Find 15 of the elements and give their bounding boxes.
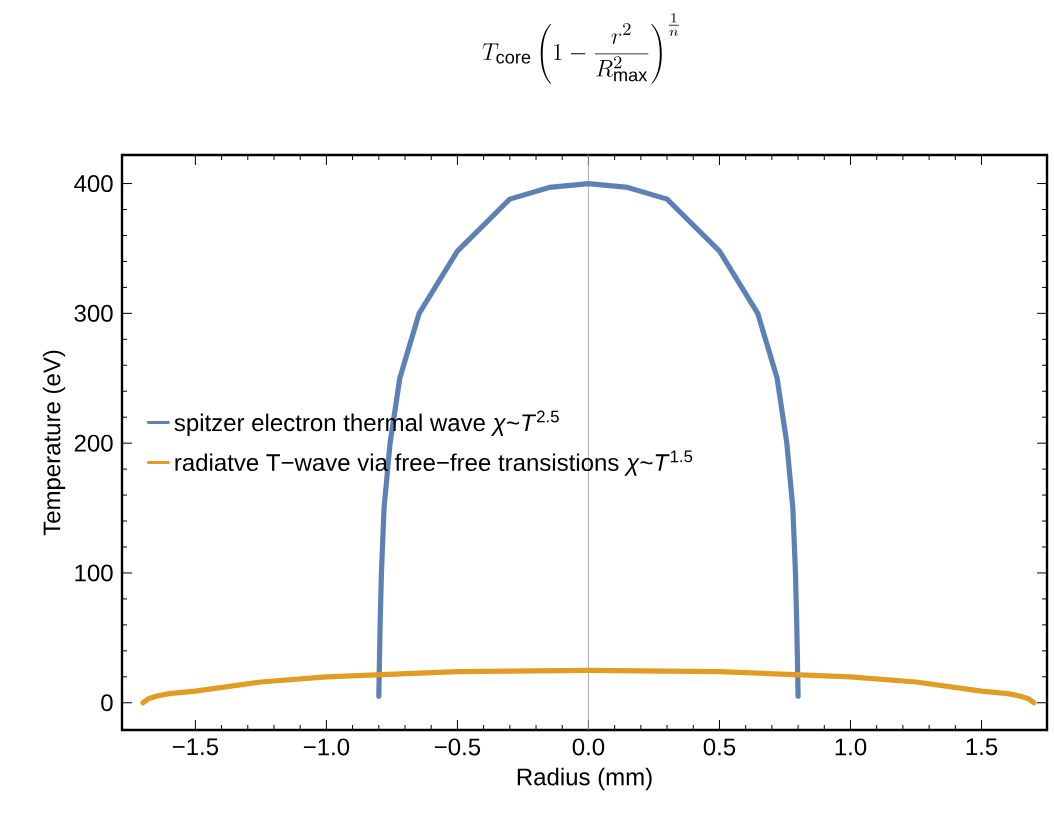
y-tick-label: 100 [75,564,113,582]
chart-title: $T_{\mathrm{core}}\left(1-\frac{r^{2}}{R_{\mathrm{max}}^{2}}\right)^{\frac{1}{n}}$ [482,13,679,84]
x-tick-label: 0.0 [572,738,605,756]
y-tick-label: 200 [74,434,113,452]
x-tick-label: 0.5 [703,738,736,756]
y-tick-label: 300 [74,304,113,322]
x-tick-label: −0.5 [434,738,481,756]
x-axis-title: Radius (mm) [517,767,652,791]
y-tick-label: 0 [101,694,113,712]
x-tick-label: −1.5 [172,738,219,756]
x-tick-label: 1.5 [966,738,998,756]
x-tick-label: 1.0 [835,738,867,756]
y-axis-title: Temperature (eV) [42,350,66,536]
x-tick-label: −1.0 [303,738,350,756]
y-tick-label: 400 [74,175,113,193]
